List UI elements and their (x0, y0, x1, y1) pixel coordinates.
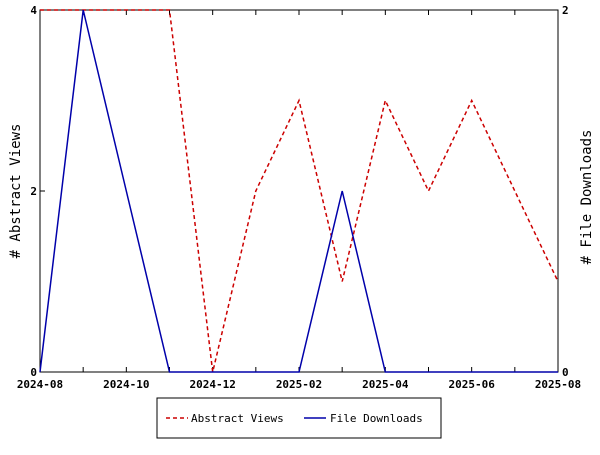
series-line-abstract-views (40, 9, 559, 373)
series-line-file-downloads (39, 9, 558, 373)
legend: Abstract Views File Downloads (156, 397, 442, 439)
y-left-tick-label-2: 2 (30, 185, 37, 198)
plot-area (39, 9, 559, 373)
y-right-tick-label-0: 0 (562, 366, 569, 379)
x-tick-label-2024-08: 2024-08 (17, 378, 63, 391)
y-axis-right-title: # File Downloads (579, 130, 595, 265)
y-left-tick-label-0: 0 (30, 366, 37, 379)
x-tick-label-2025-08: 2025-08 (535, 378, 581, 391)
y-right-tick-label-2: 2 (562, 4, 569, 17)
x-tick-label-2024-12: 2024-12 (189, 378, 235, 391)
legend-box (156, 397, 442, 439)
legend-label-file-downloads: File Downloads (330, 412, 423, 425)
x-tick-label-2025-06: 2025-06 (448, 378, 495, 391)
legend-label-abstract-views: Abstract Views (191, 412, 284, 425)
x-tick-label-2025-04: 2025-04 (362, 378, 409, 391)
x-tick-label-2024-10: 2024-10 (103, 378, 149, 391)
y-left-tick-label-4: 4 (30, 4, 37, 17)
x-tick-label-2025-02: 2025-02 (276, 378, 322, 391)
series-layer (39, 9, 559, 373)
y-axis-left-title: # Abstract Views (8, 124, 24, 259)
